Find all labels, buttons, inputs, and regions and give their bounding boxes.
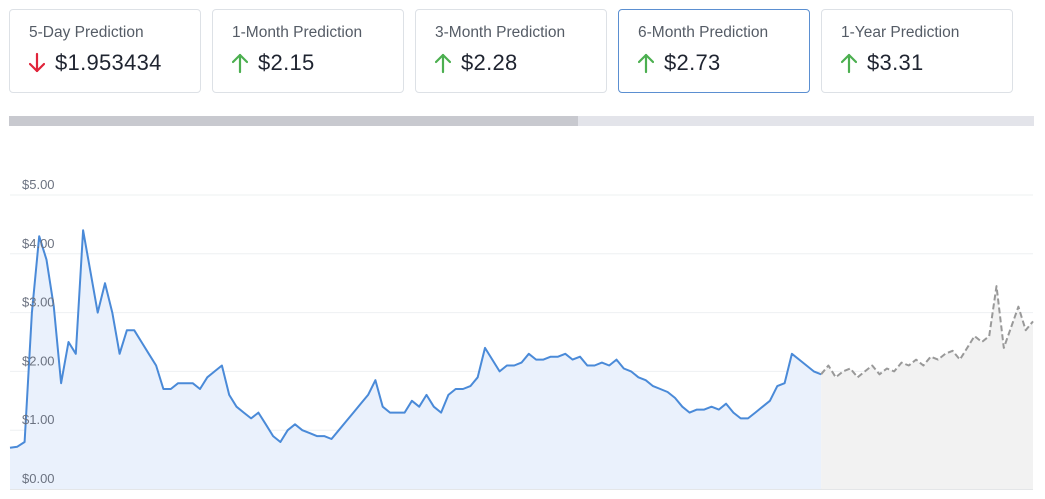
card-value-row: $2.73 (638, 50, 809, 76)
arrow-icon (29, 52, 45, 73)
scrollbar[interactable] (9, 116, 1034, 126)
line (9, 229, 822, 449)
card-label: 6-Month Prediction (638, 24, 769, 41)
card-value: $1.953434 (55, 50, 162, 75)
y-tick-label: $5.00 (22, 177, 55, 192)
y-tick-label: $1.00 (22, 412, 55, 427)
card-value: $2.15 (258, 50, 315, 75)
arrow-icon (638, 53, 654, 74)
card-value: $3.31 (867, 50, 924, 75)
card-label: 1-Year Prediction (841, 24, 960, 41)
card-value: $2.73 (664, 50, 721, 75)
card-label: 1-Month Prediction (232, 24, 363, 41)
card-value-row: $2.28 (435, 50, 606, 76)
prediction-card[interactable]: 1-Month Prediction $2.15 (212, 9, 404, 93)
card-value: $2.28 (461, 50, 518, 75)
prediction-card[interactable]: 5-Day Prediction $1.953434 (9, 9, 201, 93)
prediction-card[interactable]: 3-Month Prediction $2.28 (415, 9, 607, 93)
area (821, 286, 1033, 489)
card-label: 3-Month Prediction (435, 24, 566, 41)
arrow-icon (232, 53, 248, 74)
prediction-card[interactable]: 1-Year Prediction $3.31 (821, 9, 1013, 93)
card-label: 5-Day Prediction (29, 24, 144, 41)
scroll-thumb[interactable] (9, 116, 578, 126)
y-tick-label: $0.00 (22, 471, 55, 486)
area (10, 230, 822, 490)
y-tick-label: $4.00 (22, 236, 55, 251)
card-value-row: $2.15 (232, 50, 403, 76)
chart: $0.00 $1.00 $2.00 $3.00 $4.00 $5.00 (9, 177, 1034, 490)
card-value-row: $3.31 (841, 50, 1012, 76)
y-tick-label: $3.00 (22, 295, 55, 310)
prediction-cards: 5-Day Prediction $1.953434 1-Month Predict… (9, 9, 1013, 93)
prediction-card[interactable]: 6-Month Prediction $2.73 (618, 9, 810, 93)
arrow-icon (435, 53, 451, 74)
line (820, 285, 1034, 379)
arrow-icon (841, 53, 857, 74)
card-value-row: $1.953434 (29, 50, 200, 76)
y-tick-label: $2.00 (22, 353, 55, 368)
